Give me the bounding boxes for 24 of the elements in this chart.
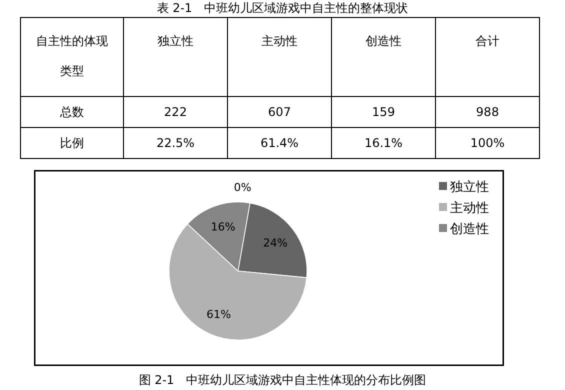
data-label: 16%: [210, 220, 236, 234]
data-label: 61%: [206, 308, 231, 321]
text: 607: [228, 96, 332, 128]
legend-label: 主动性: [450, 200, 489, 216]
text: 独立性: [124, 18, 228, 96]
caption: 图 2-1 中班幼儿区域游戏中自主性体现的分布比例图: [138, 372, 428, 389]
text: 表 2-1 中班幼儿区域游戏中自主性的整体现状: [156, 0, 410, 17]
text: 100%: [436, 128, 540, 158]
text: 22.5%: [124, 128, 228, 158]
legend-label: 创造性: [450, 222, 489, 237]
text: 222: [124, 96, 228, 128]
text: 988: [436, 96, 540, 128]
text: 创造性: [332, 18, 436, 96]
text: 16.1%: [332, 128, 436, 158]
text: 总数: [20, 96, 124, 128]
text: 0%: [234, 180, 252, 194]
text: 合计: [436, 18, 540, 96]
data-label: 24%: [263, 236, 288, 250]
legend-label: 独立性: [450, 179, 489, 195]
text: 比例: [20, 128, 124, 158]
text: 159: [332, 96, 436, 128]
text: 61.4%: [228, 128, 332, 158]
text: 自主性的体现类型: [36, 34, 108, 78]
text: 主动性: [228, 18, 332, 96]
